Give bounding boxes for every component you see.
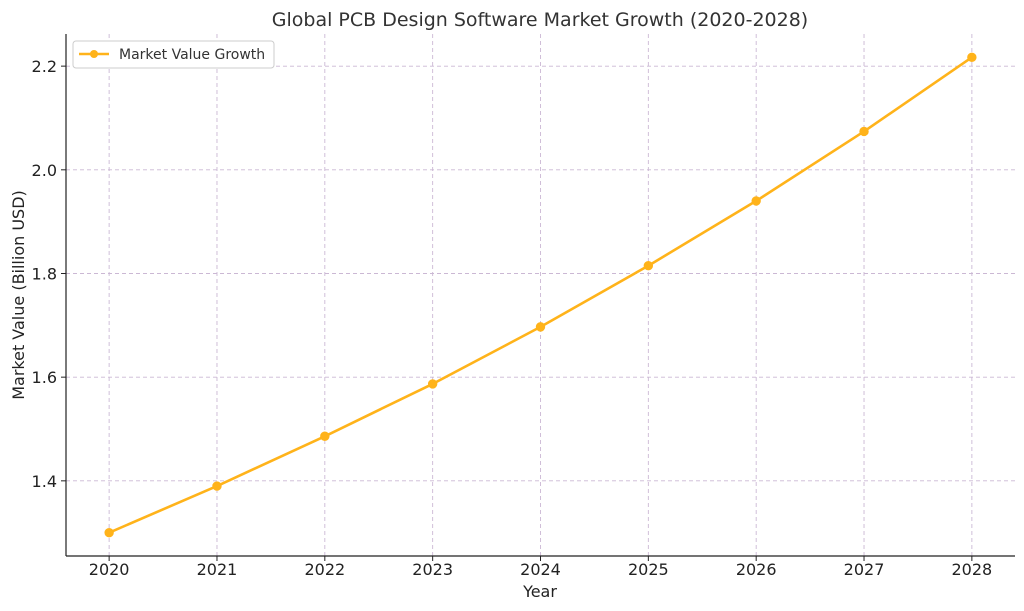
y-ticks: 1.4 1.6 1.8 2.0 2.2: [32, 57, 66, 491]
data-point[interactable]: [751, 196, 761, 206]
x-tick-label: 2028: [952, 560, 993, 579]
y-tick-label: 1.8: [32, 264, 57, 283]
series: [104, 52, 977, 538]
y-tick-label: 1.6: [32, 368, 57, 387]
data-point[interactable]: [643, 261, 654, 271]
y-tick-label: 1.4: [32, 472, 57, 491]
x-tick-label: 2025: [628, 560, 669, 579]
data-point[interactable]: [967, 52, 977, 63]
x-tick-label: 2023: [412, 560, 453, 579]
data-point[interactable]: [212, 481, 222, 491]
y-tick-label: 2.0: [32, 161, 57, 180]
legend[interactable]: Market Value Growth: [72, 40, 275, 69]
legend-box: [72, 40, 275, 69]
legend-label: Market Value Growth: [119, 47, 265, 63]
x-tick-label: 2021: [197, 560, 238, 579]
data-point[interactable]: [427, 379, 438, 389]
x-tick-label: 2020: [89, 560, 130, 579]
data-point[interactable]: [859, 126, 869, 137]
legend-marker-swatch: [90, 50, 98, 58]
data-point[interactable]: [104, 527, 114, 538]
x-tick-label: 2024: [520, 560, 561, 579]
x-tick-label: 2026: [736, 560, 777, 579]
data-point[interactable]: [320, 431, 330, 441]
y-tick-label: 2.2: [32, 57, 57, 76]
x-axis-label: Year: [522, 582, 557, 601]
x-tick-label: 2022: [304, 560, 345, 579]
data-point[interactable]: [535, 322, 546, 332]
chart-title: Global PCB Design Software Market Growth…: [272, 9, 808, 31]
grid: [66, 34, 1015, 556]
x-tick-label: 2027: [844, 560, 885, 579]
x-ticks: 2020 2021 2022 2023 2024 2025 2026 2027 2028: [89, 556, 992, 579]
y-axis-label: Market Value (Billion USD): [9, 190, 28, 400]
